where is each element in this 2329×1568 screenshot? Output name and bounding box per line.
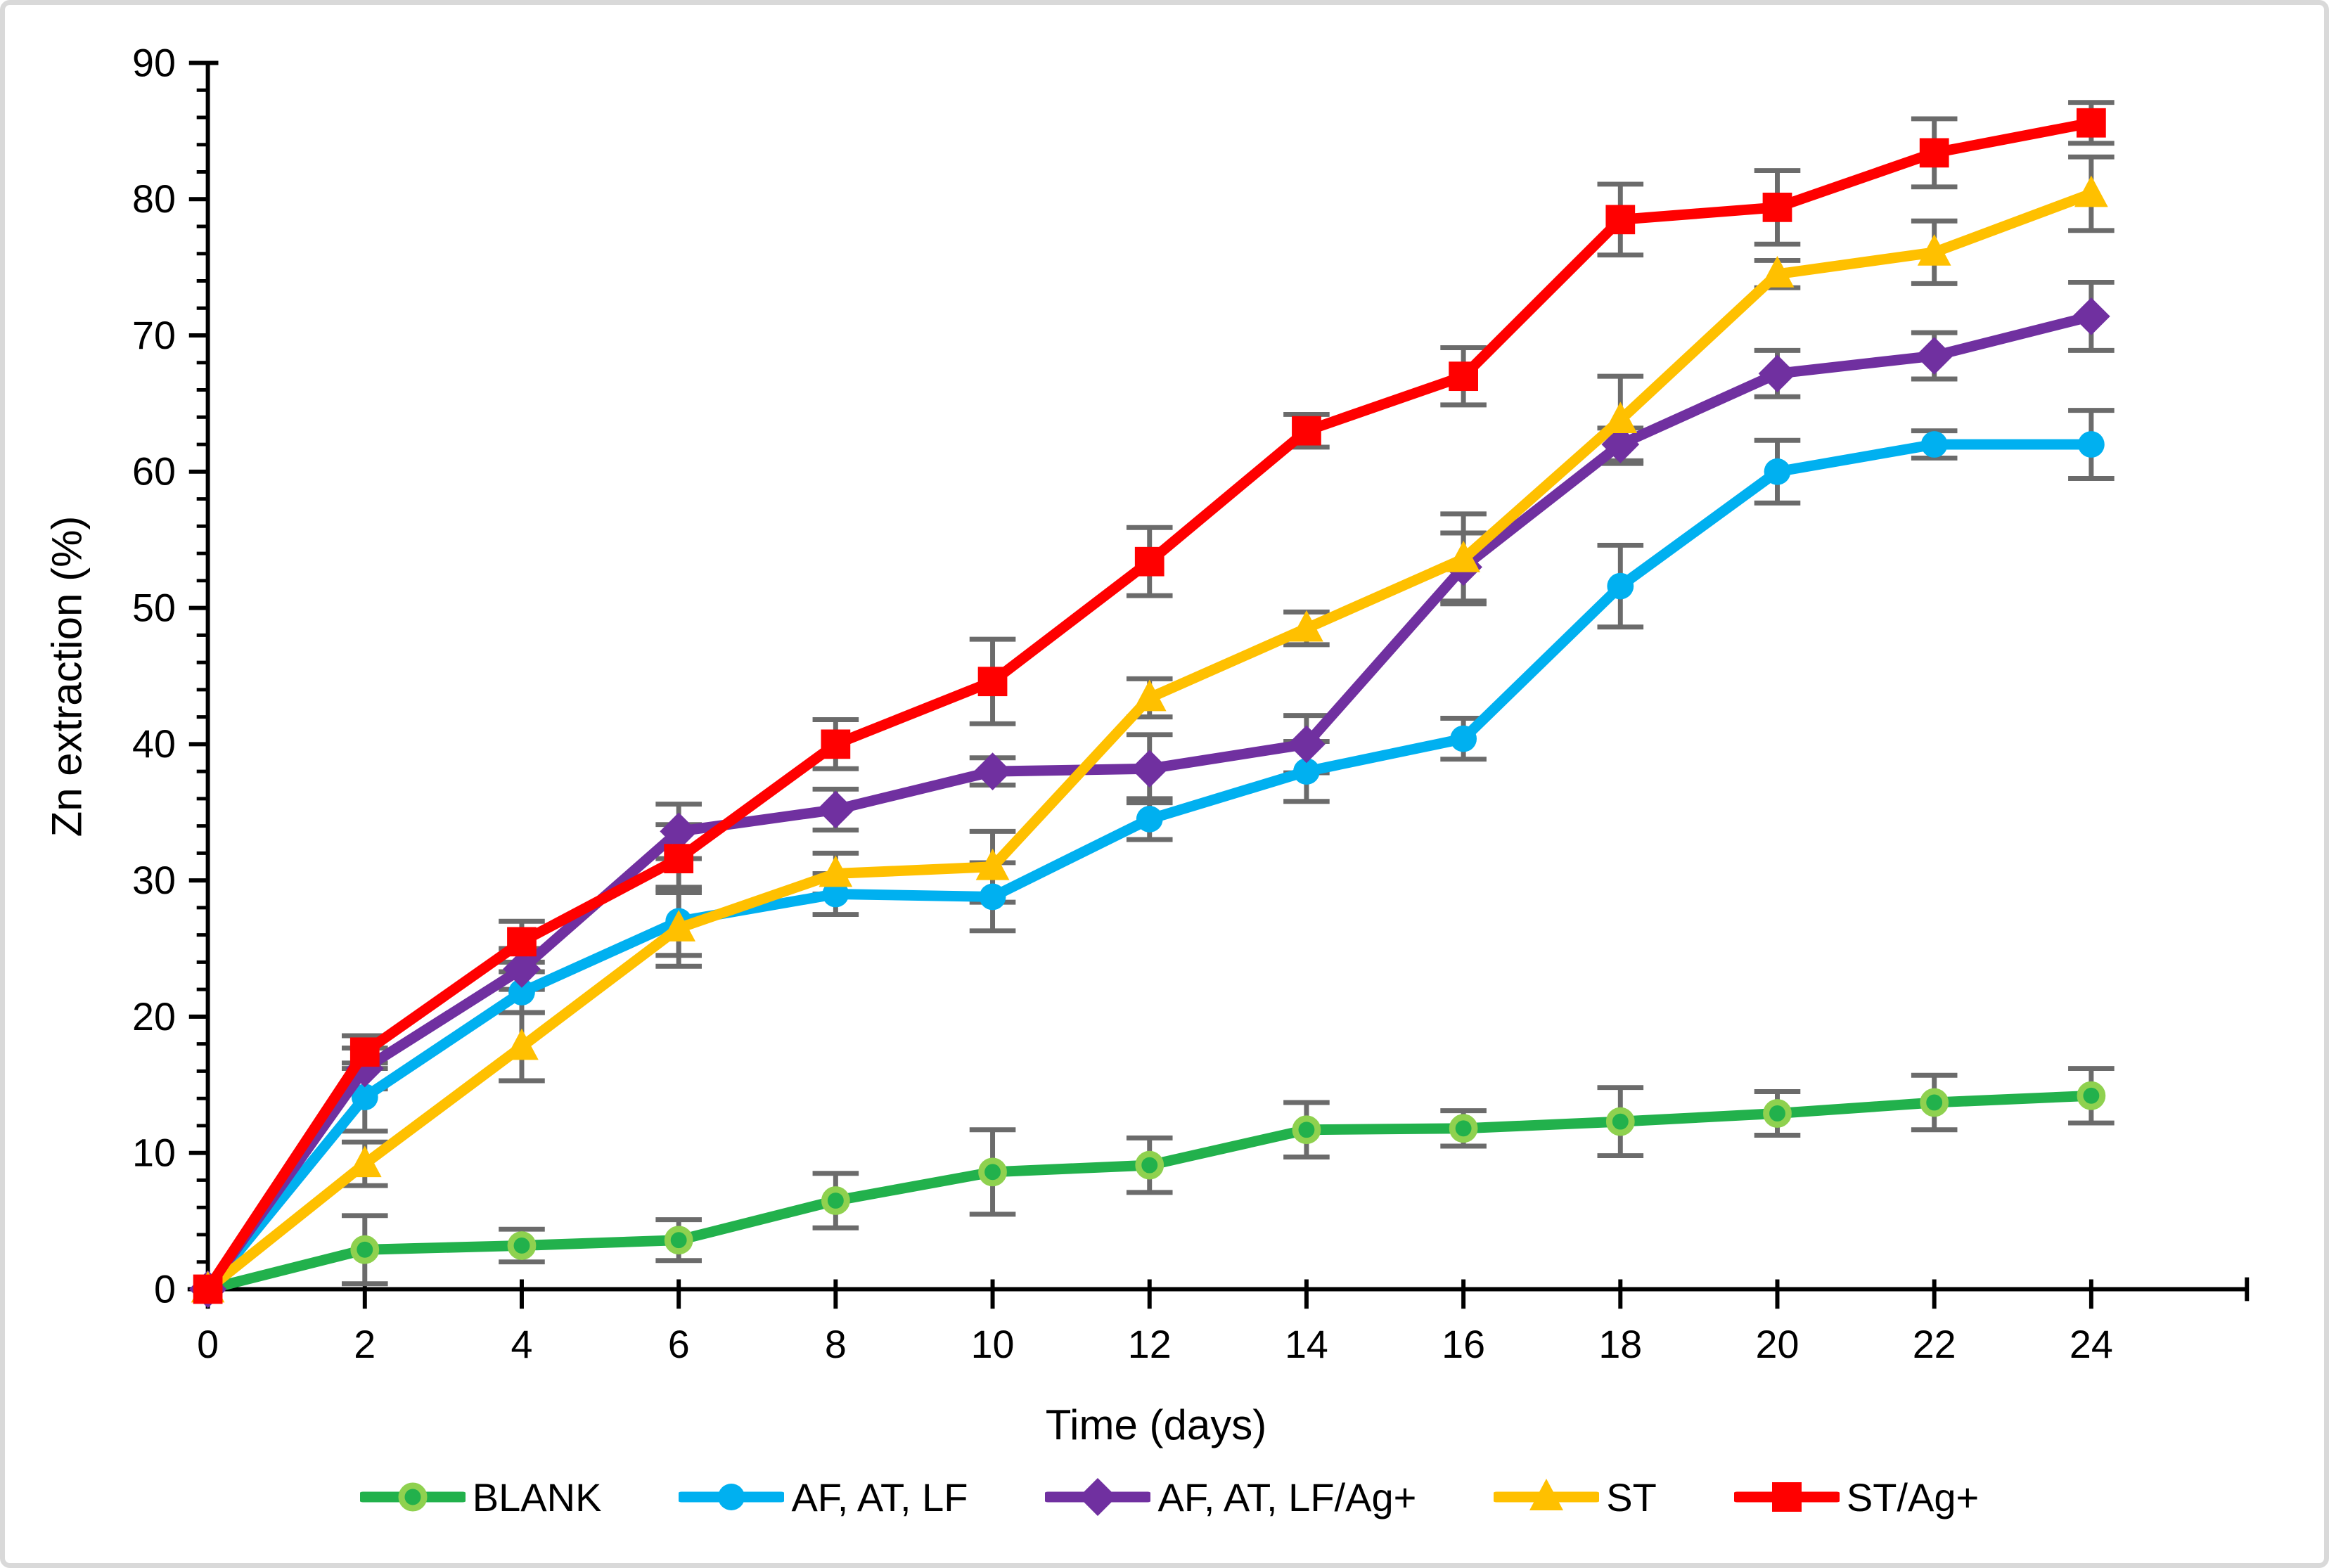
x-tick-label: 0 <box>197 1323 219 1366</box>
series-af-at-lf-ag- <box>188 297 2110 1309</box>
x-axis-title: Time (days) <box>1045 1401 1267 1448</box>
y-axis-title: Zn extraction (%) <box>43 515 91 837</box>
x-tick-label: 14 <box>1285 1323 1328 1366</box>
legend-swatch-icon <box>1733 1482 1840 1512</box>
y-ticks: 0 10 20 30 40 50 60 70 80 90 <box>132 41 219 1311</box>
legend-item-st-ag-: ST/Ag+ <box>1733 1474 1980 1520</box>
series-st-ag- <box>193 108 2106 1304</box>
x-tick-label: 22 <box>1913 1323 1956 1366</box>
y-tick-label: 40 <box>132 722 176 766</box>
legend-item-st: ST <box>1494 1474 1657 1520</box>
legend-label: ST <box>1606 1474 1657 1519</box>
legend-swatch-icon <box>679 1484 785 1510</box>
axes <box>187 63 2250 1302</box>
x-tick-label: 10 <box>971 1323 1015 1366</box>
legend-label: ST/Ag+ <box>1846 1474 1980 1519</box>
x-tick-label: 2 <box>354 1323 376 1366</box>
x-tick-label: 6 <box>668 1323 690 1366</box>
y-tick-label: 20 <box>132 995 176 1039</box>
legend-label: BLANK <box>472 1474 602 1519</box>
legend-swatch-icon <box>1045 1478 1151 1516</box>
x-tick-label: 24 <box>2070 1323 2113 1366</box>
x-tick-label: 12 <box>1128 1323 1172 1366</box>
legend-item-af-at-lf-ag-: AF, AT, LF/Ag+ <box>1045 1474 1416 1520</box>
series-af-at-lf <box>194 431 2105 1303</box>
y-tick-label: 70 <box>132 314 176 357</box>
y-tick-label: 10 <box>132 1131 176 1175</box>
y-tick-label: 90 <box>132 41 176 84</box>
legend-item-blank: BLANK <box>359 1474 602 1520</box>
x-tick-label: 18 <box>1598 1323 1642 1366</box>
legend-item-af-at-lf: AF, AT, LF <box>679 1474 968 1520</box>
x-tick-label: 4 <box>511 1323 533 1366</box>
x-tick-label: 20 <box>1756 1323 1799 1366</box>
y-tick-label: 0 <box>154 1267 176 1311</box>
y-tick-label: 30 <box>132 859 176 902</box>
legend-label: AF, AT, LF <box>791 1474 968 1519</box>
x-tick-label: 8 <box>825 1323 847 1366</box>
x-tick-label: 16 <box>1442 1323 1485 1366</box>
x-ticks: 0 2 4 6 8 10 12 14 16 18 20 22 24 <box>197 1279 2113 1366</box>
legend-label: AF, AT, LF/Ag+ <box>1157 1474 1417 1519</box>
y-tick-label: 60 <box>132 450 176 494</box>
legend-swatch-icon <box>359 1482 466 1512</box>
legend-swatch-icon <box>1494 1479 1600 1510</box>
y-tick-label: 50 <box>132 586 176 629</box>
series-st <box>191 175 2108 1303</box>
y-tick-label: 80 <box>132 177 176 221</box>
legend: BLANK AF, AT, LF AF, AT, LF/Ag+ ST ST/Ag+ <box>5 1455 2324 1539</box>
